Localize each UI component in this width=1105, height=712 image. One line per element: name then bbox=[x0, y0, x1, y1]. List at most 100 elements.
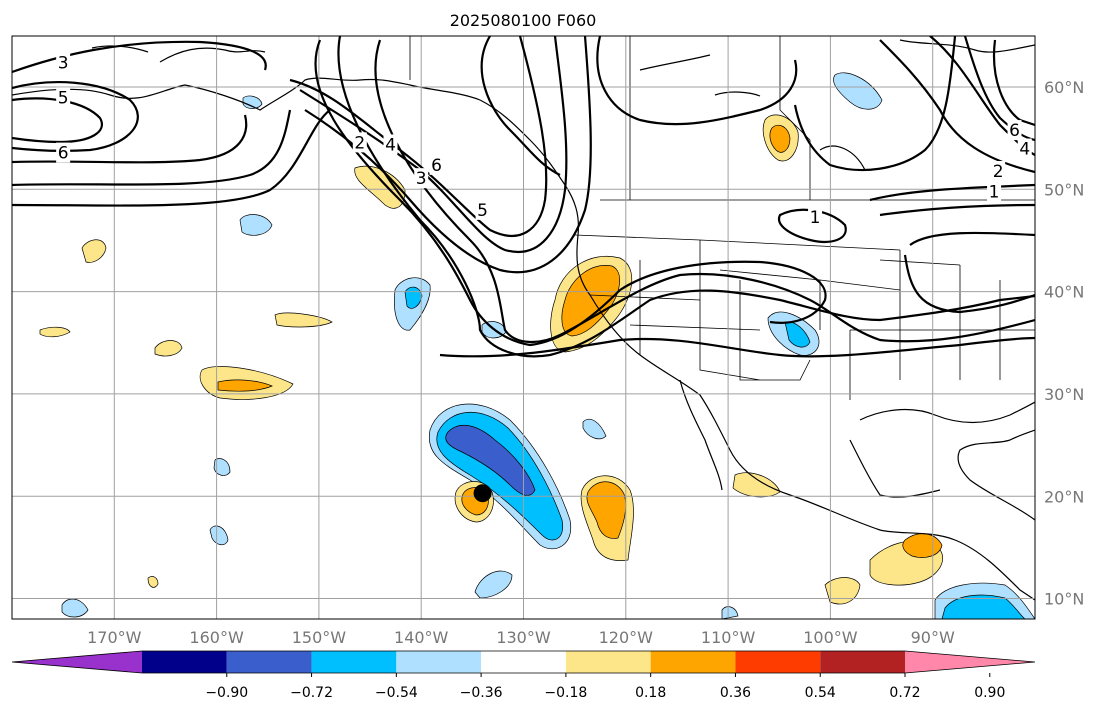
colorbar-tick-label: −0.36 bbox=[460, 685, 503, 701]
colorbar-segment bbox=[142, 651, 227, 673]
contour-label-bg bbox=[383, 134, 398, 155]
negative-anomaly-region bbox=[721, 606, 739, 619]
contour-line bbox=[12, 81, 139, 152]
colorbar-segment bbox=[226, 651, 312, 673]
negative-anomaly-region bbox=[833, 72, 883, 110]
contour-label: 1 bbox=[989, 182, 1000, 202]
contour-line bbox=[903, 231, 1035, 314]
colorbar-extend-high bbox=[905, 651, 1035, 673]
contour-label-bg bbox=[475, 199, 490, 220]
lat-tick-label: 10°N bbox=[1044, 590, 1084, 609]
contour-label: 6 bbox=[58, 144, 69, 164]
contour-line bbox=[299, 36, 568, 253]
contour-line bbox=[793, 36, 957, 172]
lon-tick-label: 150°W bbox=[292, 628, 347, 647]
contour-label: 5 bbox=[477, 201, 488, 221]
positive-anomaly-region bbox=[39, 326, 71, 338]
positive-anomaly-region bbox=[824, 577, 861, 605]
contour-label-bg bbox=[808, 207, 823, 228]
colorbar bbox=[11, 650, 1036, 674]
contour-label: 6 bbox=[1009, 121, 1020, 141]
negative-anomaly-region bbox=[474, 570, 513, 599]
contour-label-bg bbox=[1017, 138, 1032, 159]
contour-label-bg bbox=[1007, 120, 1022, 141]
storm-position-marker bbox=[473, 484, 492, 503]
contour-label: 3 bbox=[58, 54, 69, 74]
contour-label-bg bbox=[56, 52, 71, 73]
contour-label: 5 bbox=[58, 88, 69, 108]
contour-label-bg bbox=[414, 168, 429, 189]
contour-line bbox=[869, 183, 1035, 217]
figure-title: 2025080100 F060 bbox=[450, 11, 597, 30]
lat-tick-label: 40°N bbox=[1044, 283, 1084, 302]
contour-label: 6 bbox=[431, 156, 442, 176]
lon-tick-label: 120°W bbox=[599, 628, 654, 647]
contour-label-bg bbox=[987, 181, 1002, 202]
contour-label: 2 bbox=[993, 162, 1004, 182]
contour-line bbox=[963, 36, 1035, 142]
lat-tick-label: 30°N bbox=[1044, 385, 1084, 404]
lon-tick-label: 90°W bbox=[911, 628, 955, 647]
colorbar-tick-label: −0.90 bbox=[205, 685, 248, 701]
lat-tick-label: 20°N bbox=[1044, 487, 1084, 506]
colorbar-tick-label: −0.54 bbox=[375, 685, 418, 701]
colorbar-segment bbox=[396, 651, 482, 673]
contour-line bbox=[480, 36, 561, 176]
colorbar-tick-label: −0.72 bbox=[290, 685, 333, 701]
contour-label: 1 bbox=[810, 208, 821, 228]
negative-anomaly-region bbox=[61, 598, 89, 618]
negative-anomaly-region bbox=[239, 214, 273, 236]
colorbar-outline bbox=[11, 650, 1036, 674]
contour-label-bg bbox=[352, 132, 367, 153]
negative-anomaly-region bbox=[404, 286, 423, 309]
positive-anomaly-region bbox=[81, 239, 107, 263]
negative-anomaly-region bbox=[784, 321, 811, 348]
contour-label: 3 bbox=[416, 169, 427, 189]
contour-line bbox=[289, 36, 548, 237]
strong-negative-anomaly-region bbox=[445, 424, 536, 496]
colorbar-segment bbox=[565, 651, 651, 673]
lon-tick-label: 160°W bbox=[189, 628, 244, 647]
colorbar-segment bbox=[820, 651, 905, 673]
contour-line bbox=[439, 336, 1035, 358]
contour-label: 4 bbox=[1019, 140, 1030, 160]
contour-label-bg bbox=[991, 161, 1006, 182]
contour-line bbox=[12, 109, 292, 187]
lon-tick-label: 100°W bbox=[803, 628, 858, 647]
contour-line bbox=[596, 36, 798, 126]
colorbar-tick-labels: −0.90 −0.72 −0.54 −0.36 −0.18 0.18 0.36 0.54 0.7… bbox=[205, 673, 1005, 701]
contour-line bbox=[992, 39, 1035, 127]
colorbar-tick-label: 0.90 bbox=[974, 685, 1005, 701]
gridlines bbox=[12, 36, 1035, 619]
colorbar-segment bbox=[735, 651, 821, 673]
colorbar-extend-low bbox=[12, 651, 142, 673]
latitude-tick-labels: 10°N 20°N 30°N 40°N 50°N 60°N bbox=[1044, 78, 1084, 608]
lon-tick-label: 130°W bbox=[496, 628, 551, 647]
colorbar-tick-label: −0.18 bbox=[544, 685, 587, 701]
colorbar-tick-label: 0.54 bbox=[805, 685, 836, 701]
lon-tick-label: 140°W bbox=[394, 628, 449, 647]
negative-anomaly-region bbox=[209, 525, 229, 546]
colorbar-segment bbox=[650, 651, 736, 673]
lat-tick-label: 60°N bbox=[1044, 78, 1084, 97]
colorbar-tick-label: 0.18 bbox=[635, 685, 666, 701]
contour-label: 4 bbox=[385, 135, 396, 155]
contour-line bbox=[12, 109, 331, 207]
lon-tick-label: 170°W bbox=[87, 628, 142, 647]
colorbar-tick-label: 0.72 bbox=[889, 685, 920, 701]
contour-line bbox=[374, 39, 1035, 344]
positive-anomaly-region bbox=[154, 340, 183, 357]
negative-anomaly-region bbox=[242, 95, 263, 109]
lat-tick-label: 50°N bbox=[1044, 180, 1084, 199]
positive-anomaly-region bbox=[274, 312, 333, 328]
colorbar-tick-label: 0.36 bbox=[720, 685, 751, 701]
strong-positive-anomaly-region bbox=[769, 124, 791, 153]
contour-line bbox=[12, 40, 267, 74]
longitude-tick-labels: 170°W 160°W 150°W 140°W 130°W 120°W 110°W 100°W… bbox=[87, 628, 955, 647]
positive-anomaly-region bbox=[147, 576, 159, 588]
contour-label-bg bbox=[56, 87, 71, 108]
state-borders bbox=[409, 36, 1035, 400]
